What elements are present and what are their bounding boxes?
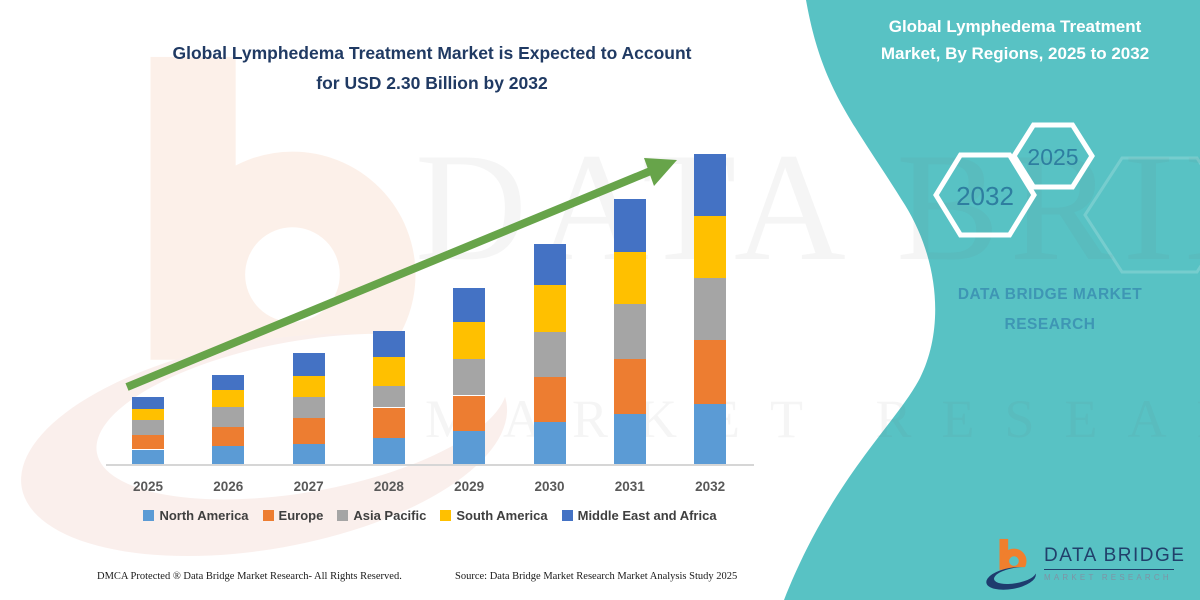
legend-label: Asia Pacific [353, 508, 427, 523]
legend-swatch-icon [143, 510, 155, 521]
x-axis-label: 2029 [454, 479, 485, 494]
footer-source-text: Source: Data Bridge Market Research Mark… [455, 571, 738, 582]
legend: North America Europe Asia Pacific South Ame… [95, 508, 765, 523]
bar-segment-europe [453, 395, 486, 432]
bar-segment-north-america [453, 431, 486, 466]
legend-label: Europe [278, 508, 324, 523]
x-axis-label: 2025 [132, 479, 164, 494]
legend-swatch-icon [561, 510, 573, 521]
legend-label: North America [159, 508, 249, 523]
bar-segment-north-america [132, 449, 164, 465]
footer-dmca-text: DMCA Protected ® Data Bridge Market Rese… [97, 571, 402, 582]
x-axis-label: 2028 [373, 479, 404, 494]
bar-segment-europe [292, 418, 325, 445]
bar-segment-south-america [212, 390, 245, 407]
legend-swatch-icon [262, 510, 274, 521]
legend-label: Middle East and Africa [577, 508, 717, 523]
legend-label: South America [456, 508, 548, 523]
sidebar-title-line2: Market, By Regions, 2025 to 2032 [880, 44, 1150, 63]
bar-segment-north-america [694, 403, 727, 465]
legend-swatch-icon [440, 510, 452, 521]
x-axis-label: 2031 [614, 479, 645, 494]
sidebar-title: Global Lymphedema Treatment Market, By R… [850, 13, 1180, 67]
legend-swatch-icon [337, 510, 349, 521]
bar-segment-europe [132, 435, 164, 450]
bar-segment-asia-pacific [212, 407, 245, 427]
legend-item-asia-pacific: Asia Pacific [337, 508, 426, 523]
chart-title: Global Lymphedema Treatment Market is Ex… [97, 38, 767, 98]
bar-segment-europe [372, 407, 405, 438]
legend-item-north-america: North America [143, 508, 249, 523]
sidebar-title-line1: Global Lymphedema Treatment [888, 17, 1142, 36]
hexagon-2025-label: 2025 [1027, 144, 1078, 170]
x-axis-label: 2027 [293, 479, 324, 494]
legend-item-south-america: South America [440, 508, 548, 523]
watermark-hexagon-icon [1083, 156, 1200, 274]
logo-wordmark: DATA BRIDGE MARKET RESEARCH [1044, 545, 1184, 582]
bar-segment-north-america [372, 437, 405, 465]
bar-segment-middle-east-and-africa [694, 154, 727, 217]
bar-segment-middle-east-and-africa [132, 397, 164, 409]
logo-name: DATA BRIDGE [1044, 545, 1184, 570]
legend-item-middle-east-and-africa: Middle East and Africa [561, 508, 717, 523]
bar-segment-asia-pacific [694, 278, 727, 341]
bar-segment-north-america [292, 444, 325, 465]
bar-segment-europe [694, 340, 727, 404]
chart-title-line2: for USD 2.30 Billion by 2032 [316, 73, 548, 93]
hexagon-2032-label: 2032 [956, 181, 1014, 211]
bar-segment-asia-pacific [132, 419, 164, 436]
sidebar-brand-text: DATA BRIDGE MARKET RESEARCH [928, 280, 1172, 340]
bar-segment-asia-pacific [292, 397, 325, 419]
bar-segment-south-america [132, 408, 164, 420]
hexagon-2032: 2032 [933, 152, 1037, 238]
logo-subtext: MARKET RESEARCH [1044, 573, 1172, 582]
hexagon-2025: 2025 [1011, 122, 1095, 190]
sidebar-brand-line2: RESEARCH [1004, 316, 1096, 333]
x-axis-label: 2030 [534, 479, 565, 494]
bar-segment-north-america [533, 422, 566, 465]
bar-segment-north-america [212, 446, 245, 465]
sidebar-brand-line1: DATA BRIDGE MARKET [957, 286, 1143, 303]
bar-segment-north-america [613, 414, 646, 465]
data-bridge-logo-icon [986, 538, 1036, 590]
chart-title-line1: Global Lymphedema Treatment Market is Ex… [172, 43, 692, 63]
x-axis-line [106, 464, 754, 466]
legend-item-europe: Europe [262, 508, 324, 523]
bar-segment-europe [212, 426, 245, 446]
bar-segment-asia-pacific [372, 385, 405, 408]
bar-segment-south-america [694, 216, 727, 278]
x-axis-label: 2032 [695, 479, 726, 494]
x-axis-label: 2026 [213, 479, 244, 494]
